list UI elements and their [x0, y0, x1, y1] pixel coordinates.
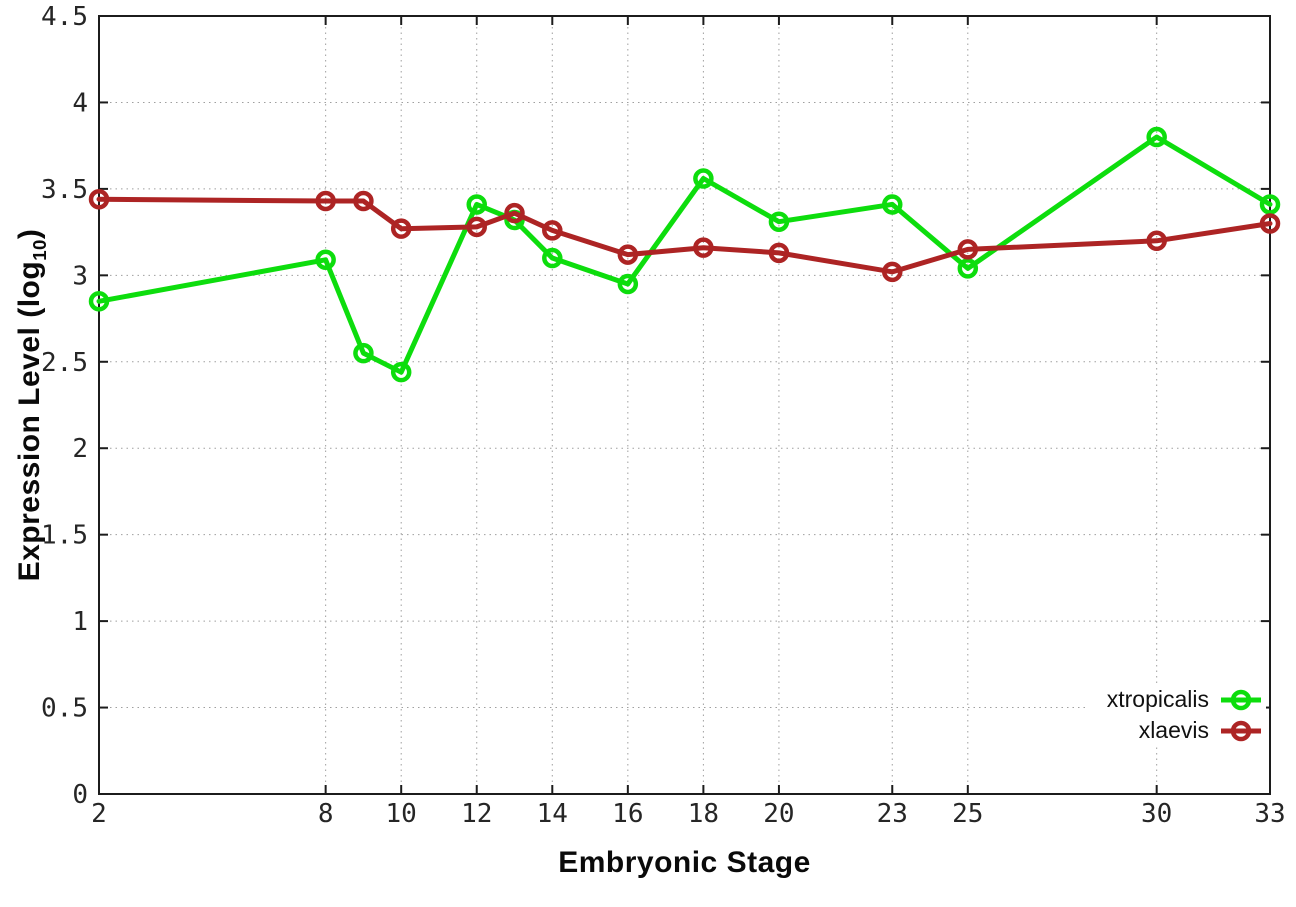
- data-point-xtropicalis: [542, 247, 563, 269]
- y-axis-title-subscript: 10: [29, 239, 50, 261]
- x-axis-title: Embryonic Stage: [558, 846, 811, 879]
- series-line-xtropicalis: [96, 134, 1273, 375]
- legend-item-xlaevis: xlaevis: [1107, 717, 1264, 744]
- y-tick-label: 2.5: [41, 348, 88, 378]
- x-tick-label: 14: [537, 799, 568, 829]
- y-tick-label: 1: [72, 607, 88, 637]
- x-tick-label: 25: [952, 799, 983, 829]
- legend-item-xtropicalis: xtropicalis: [1107, 686, 1264, 713]
- x-tick-label: 8: [318, 799, 334, 829]
- y-tick-label: 4: [72, 88, 88, 118]
- x-tick-label: 20: [763, 799, 794, 829]
- data-point-xlaevis: [504, 202, 525, 224]
- data-point-xlaevis: [693, 237, 714, 258]
- data-point-xtropicalis: [88, 291, 110, 312]
- legend-key-xlaevis-icon: [1221, 720, 1261, 741]
- legend: xtropicalis xlaevis: [1088, 683, 1266, 747]
- data-point-xtropicalis: [315, 249, 336, 271]
- y-tick-label: 2: [72, 434, 88, 464]
- series-line-xlaevis: [96, 196, 1273, 275]
- data-point-xtropicalis: [957, 258, 979, 279]
- x-tick-label: 10: [386, 799, 417, 829]
- y-tick-label: 1.5: [41, 521, 88, 551]
- data-point-xlaevis: [768, 242, 790, 264]
- data-point-xtropicalis: [1259, 194, 1281, 215]
- legend-label-xlaevis: xlaevis: [1138, 717, 1209, 743]
- data-point-xlaevis: [1259, 213, 1281, 234]
- x-tick-label: 30: [1141, 799, 1172, 829]
- data-point-xlaevis: [390, 218, 412, 239]
- data-point-xtropicalis: [693, 168, 714, 189]
- x-tick-label: 18: [688, 799, 719, 829]
- data-point-xtropicalis: [466, 194, 487, 215]
- data-point-xtropicalis: [617, 273, 639, 295]
- x-tick-label: 2: [91, 799, 107, 829]
- legend-label-xtropicalis: xtropicalis: [1106, 686, 1209, 712]
- y-axis-title: Expression Level (log10): [13, 228, 50, 582]
- y-axis-title-close: ): [13, 228, 46, 240]
- x-tick-label: 16: [612, 799, 643, 829]
- data-point-xlaevis: [957, 239, 979, 260]
- data-point-xlaevis: [466, 216, 487, 238]
- data-point-xtropicalis: [882, 194, 903, 215]
- y-tick-label: 3.5: [41, 175, 88, 205]
- legend-key-xtropicalis-icon: [1221, 689, 1261, 710]
- data-point-xtropicalis: [768, 211, 790, 232]
- y-tick-label: 4.5: [41, 2, 88, 32]
- data-point-xtropicalis: [1146, 126, 1167, 148]
- x-tick-label: 12: [461, 799, 492, 829]
- data-point-xtropicalis: [353, 342, 374, 364]
- y-axis-title-text: Expression Level (log: [13, 260, 46, 582]
- plot-border: [98, 15, 1271, 795]
- x-tick-label: 33: [1254, 799, 1285, 829]
- data-point-xlaevis: [88, 189, 110, 210]
- x-tick-label: 23: [877, 799, 908, 829]
- data-point-xlaevis: [882, 261, 903, 283]
- y-tick-label: 0.5: [41, 694, 88, 724]
- data-point-xtropicalis: [390, 361, 412, 383]
- y-tick-label: 0: [72, 780, 88, 810]
- data-point-xlaevis: [1146, 230, 1167, 252]
- y-tick-label: 3: [72, 261, 88, 291]
- data-point-xlaevis: [353, 190, 374, 212]
- data-point-xlaevis: [617, 244, 639, 265]
- data-point-xlaevis: [315, 190, 336, 212]
- data-point-xlaevis: [542, 220, 563, 241]
